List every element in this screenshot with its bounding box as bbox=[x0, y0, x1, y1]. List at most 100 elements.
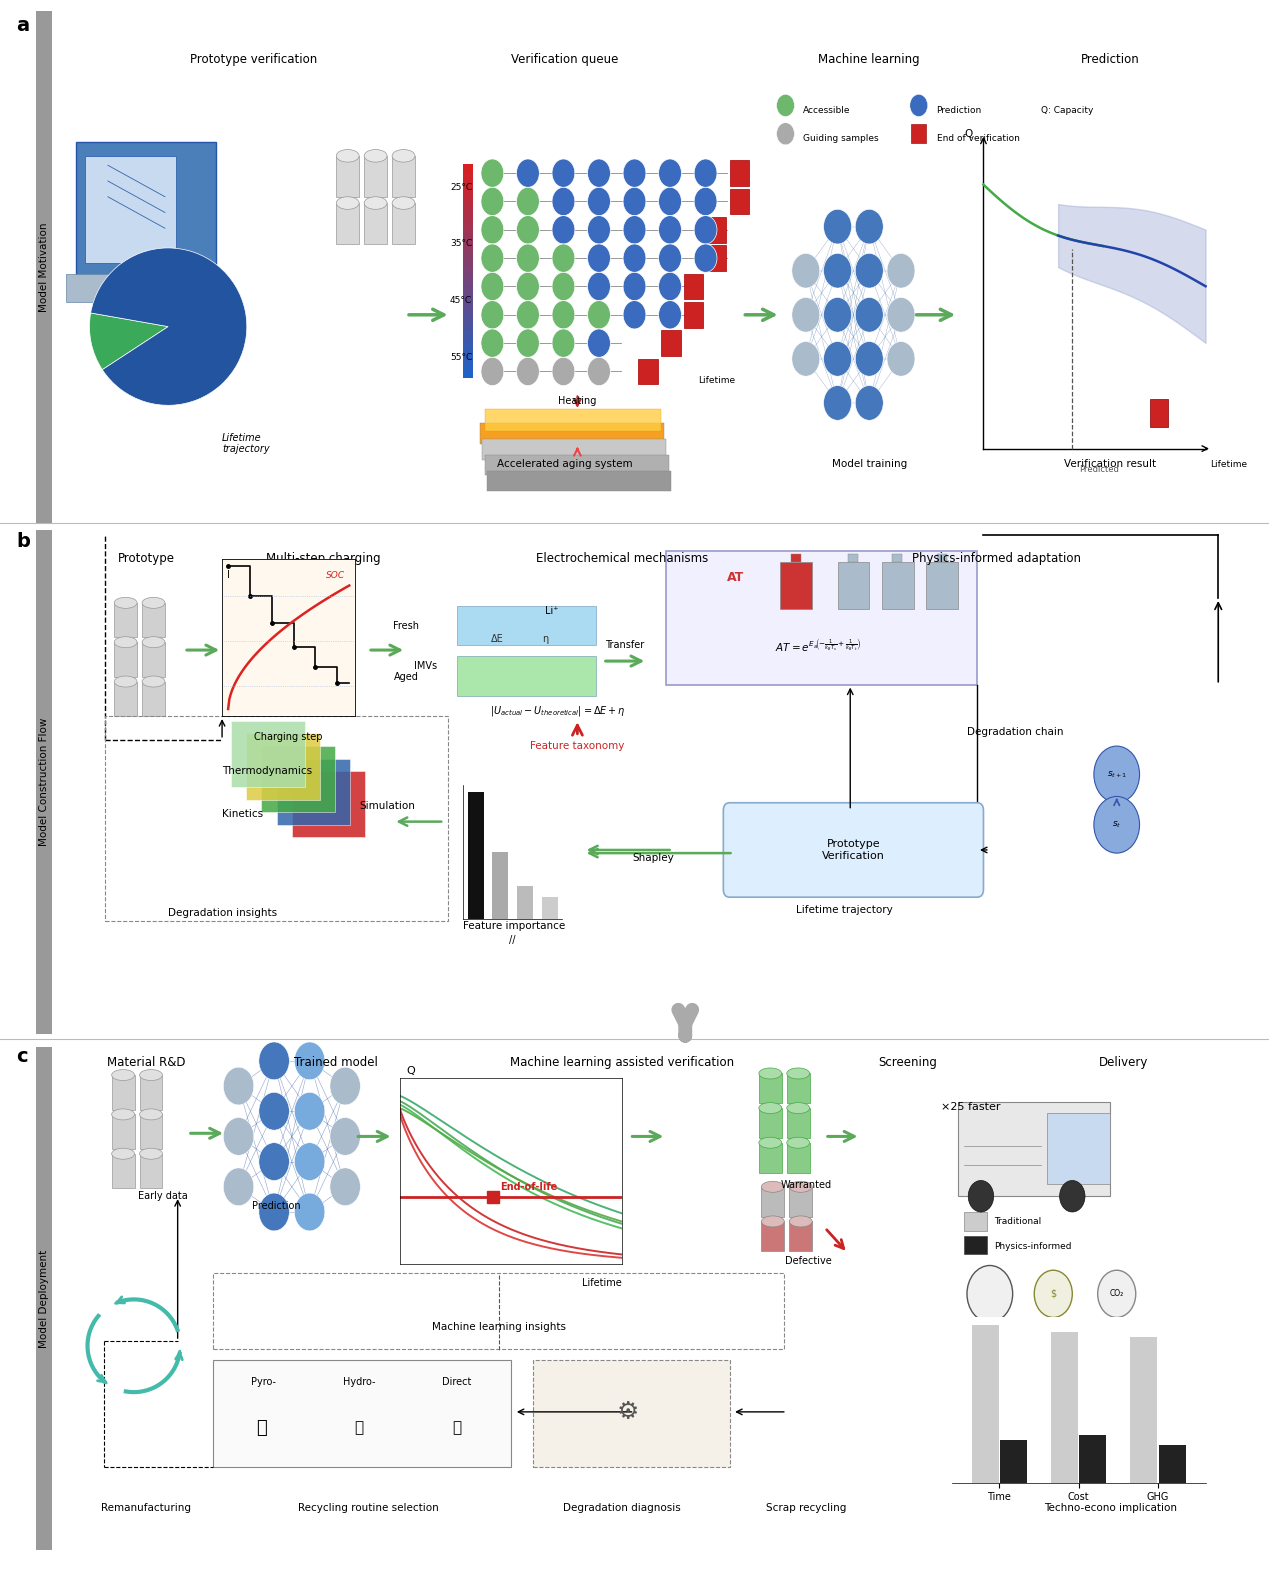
Bar bbox=[1051, 1332, 1077, 1483]
Bar bbox=[485, 409, 661, 431]
Text: Q: Capacity: Q: Capacity bbox=[1041, 105, 1093, 115]
Text: Shapley: Shapley bbox=[633, 853, 674, 863]
FancyBboxPatch shape bbox=[723, 803, 983, 897]
Text: η: η bbox=[543, 634, 548, 644]
Circle shape bbox=[792, 342, 820, 376]
Text: $s_t$: $s_t$ bbox=[1112, 820, 1122, 829]
Text: Pyro-: Pyro- bbox=[251, 1377, 277, 1387]
Text: Transfer: Transfer bbox=[605, 641, 643, 650]
Text: Kinetics: Kinetics bbox=[222, 809, 263, 818]
Bar bbox=[463, 164, 473, 170]
Bar bbox=[463, 326, 473, 331]
Circle shape bbox=[694, 187, 717, 216]
Circle shape bbox=[910, 94, 928, 116]
Circle shape bbox=[552, 216, 575, 244]
Text: Feature importance: Feature importance bbox=[463, 921, 565, 930]
Bar bbox=[463, 283, 473, 288]
Bar bbox=[463, 291, 473, 297]
Text: $s_{t+1}$: $s_{t+1}$ bbox=[1107, 770, 1127, 779]
Circle shape bbox=[623, 244, 646, 272]
Ellipse shape bbox=[392, 197, 415, 209]
Text: Physics-informed adaptation: Physics-informed adaptation bbox=[911, 552, 1081, 565]
Bar bbox=[730, 161, 749, 186]
Circle shape bbox=[259, 1092, 289, 1130]
Circle shape bbox=[659, 244, 681, 272]
Bar bbox=[730, 189, 749, 214]
Bar bbox=[789, 1221, 812, 1251]
Bar bbox=[112, 1154, 135, 1188]
Circle shape bbox=[967, 1265, 1013, 1322]
Bar bbox=[759, 1073, 782, 1103]
Text: Remanufacturing: Remanufacturing bbox=[102, 1503, 190, 1513]
Text: Q: Q bbox=[964, 129, 972, 139]
Bar bbox=[463, 371, 473, 378]
Text: 25°C: 25°C bbox=[450, 183, 472, 192]
Circle shape bbox=[824, 386, 851, 420]
Circle shape bbox=[623, 159, 646, 187]
Text: Degradation insights: Degradation insights bbox=[168, 908, 277, 918]
Circle shape bbox=[659, 159, 681, 187]
Bar bbox=[1047, 1113, 1110, 1184]
Bar bbox=[142, 603, 165, 637]
Ellipse shape bbox=[140, 1108, 162, 1121]
Circle shape bbox=[552, 272, 575, 301]
Circle shape bbox=[694, 244, 717, 272]
Bar bbox=[787, 1108, 810, 1138]
Text: //: // bbox=[509, 935, 516, 946]
Bar bbox=[882, 562, 914, 609]
Bar bbox=[463, 184, 473, 190]
Bar bbox=[463, 214, 473, 220]
Circle shape bbox=[259, 1042, 289, 1080]
Bar bbox=[140, 1154, 162, 1188]
Circle shape bbox=[330, 1168, 360, 1206]
Bar bbox=[761, 1221, 784, 1251]
Text: Prototype: Prototype bbox=[118, 552, 174, 565]
Bar bbox=[542, 897, 557, 919]
Bar bbox=[926, 562, 958, 609]
Text: 💉: 💉 bbox=[452, 1420, 462, 1435]
Text: 45°C: 45°C bbox=[450, 296, 472, 305]
Bar bbox=[463, 274, 473, 280]
Bar bbox=[533, 1360, 730, 1467]
Bar bbox=[463, 172, 473, 178]
Circle shape bbox=[552, 329, 575, 357]
Circle shape bbox=[588, 357, 610, 386]
Bar bbox=[463, 304, 473, 310]
Bar bbox=[463, 261, 473, 268]
Text: Lifetime
trajectory: Lifetime trajectory bbox=[222, 433, 270, 455]
Bar bbox=[791, 554, 801, 562]
Bar bbox=[789, 1187, 812, 1217]
Circle shape bbox=[516, 187, 539, 216]
Text: Trained model: Trained model bbox=[294, 1056, 378, 1069]
Text: Scrap recycling: Scrap recycling bbox=[765, 1503, 846, 1513]
Circle shape bbox=[481, 187, 504, 216]
Ellipse shape bbox=[142, 636, 165, 647]
Circle shape bbox=[855, 253, 883, 288]
Text: Feature taxonomy: Feature taxonomy bbox=[530, 741, 624, 751]
Text: ×25 faster: ×25 faster bbox=[942, 1102, 1000, 1111]
Bar bbox=[463, 269, 473, 275]
Bar bbox=[964, 1212, 987, 1231]
Circle shape bbox=[259, 1143, 289, 1180]
Circle shape bbox=[516, 159, 539, 187]
Ellipse shape bbox=[364, 150, 387, 162]
Bar bbox=[463, 244, 473, 250]
Text: Model Motivation: Model Motivation bbox=[39, 222, 49, 312]
Text: Early
data: Early data bbox=[102, 332, 126, 354]
Bar bbox=[463, 176, 473, 183]
Circle shape bbox=[824, 253, 851, 288]
Circle shape bbox=[516, 329, 539, 357]
Bar bbox=[761, 1187, 784, 1217]
Circle shape bbox=[855, 297, 883, 332]
Bar bbox=[848, 554, 858, 562]
Ellipse shape bbox=[789, 1180, 812, 1193]
Circle shape bbox=[1034, 1270, 1072, 1317]
Bar bbox=[707, 246, 726, 271]
Bar bbox=[463, 168, 473, 173]
Bar bbox=[463, 329, 473, 335]
Text: ⚙: ⚙ bbox=[617, 1399, 640, 1424]
Text: Direct: Direct bbox=[442, 1377, 472, 1387]
Text: Lifetime: Lifetime bbox=[1209, 460, 1247, 469]
Circle shape bbox=[481, 159, 504, 187]
Bar bbox=[142, 682, 165, 716]
